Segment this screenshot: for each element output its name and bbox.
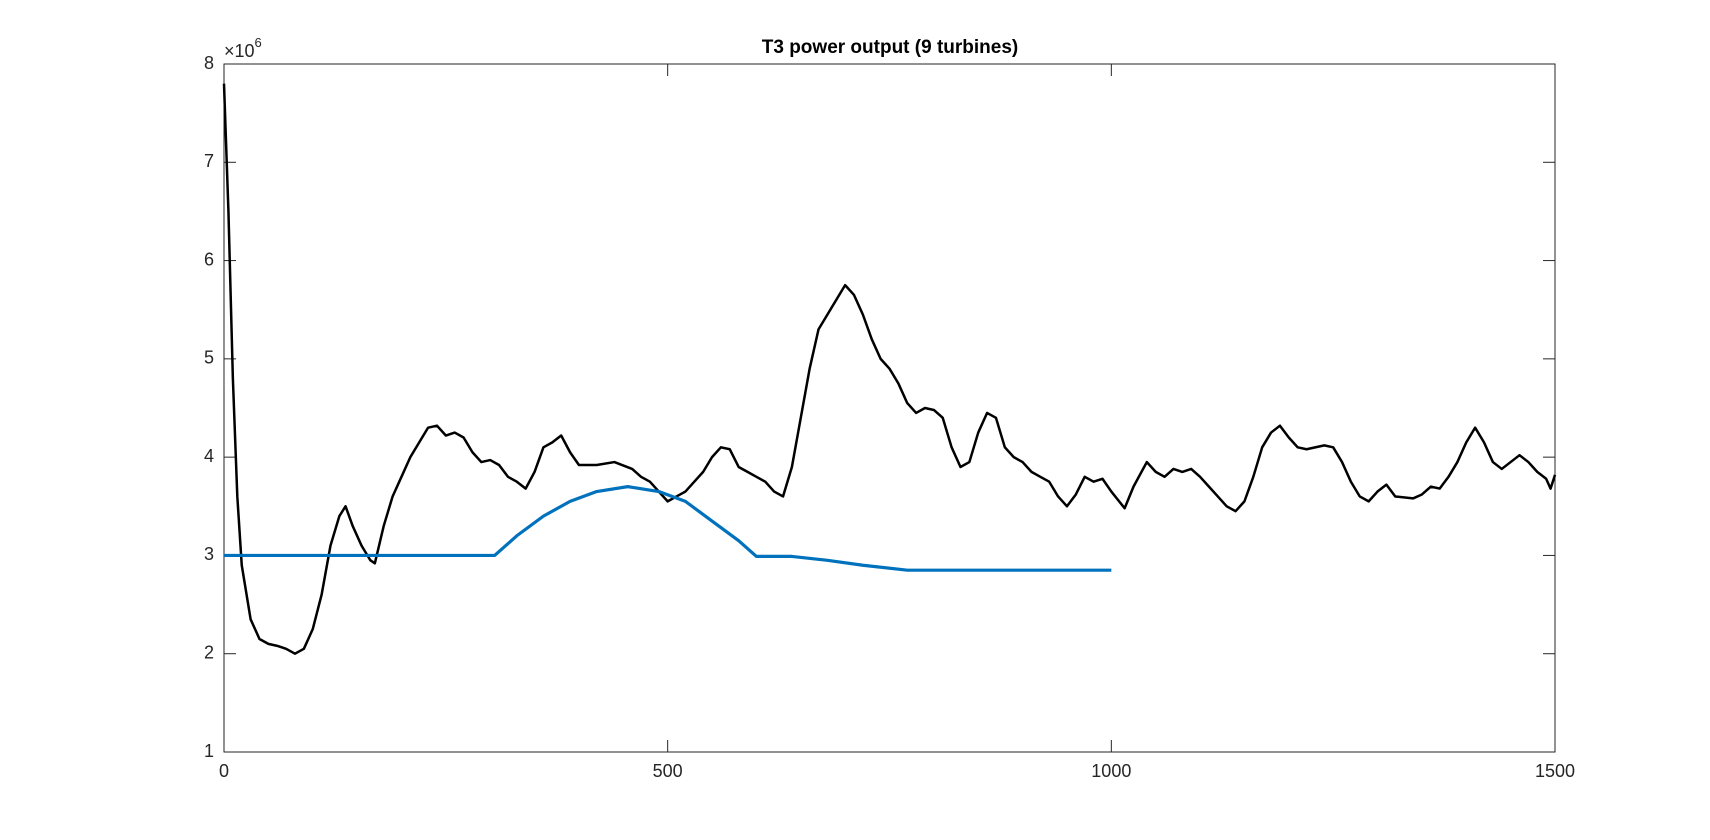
y-tick-label: 1 xyxy=(204,741,214,761)
x-tick-label: 1000 xyxy=(1091,761,1131,781)
x-tick-label: 1500 xyxy=(1535,761,1575,781)
y-tick-label: 3 xyxy=(204,544,214,564)
y-tick-label: 4 xyxy=(204,446,214,466)
y-exponent-base: ×10 xyxy=(224,41,255,61)
y-tick-label: 6 xyxy=(204,249,214,269)
y-tick-label: 2 xyxy=(204,642,214,662)
y-exponent-power: 6 xyxy=(255,35,262,50)
y-tick-label: 7 xyxy=(204,151,214,171)
x-tick-label: 500 xyxy=(653,761,683,781)
y-tick-label: 8 xyxy=(204,53,214,73)
y-exponent: ×106 xyxy=(224,35,262,60)
plot-area xyxy=(223,63,1556,753)
x-tick-label: 0 xyxy=(219,761,229,781)
data-line xyxy=(224,485,1112,572)
y-tick-label: 5 xyxy=(204,348,214,368)
chart-title: T3 power output (9 turbines) xyxy=(762,37,1019,58)
data-line xyxy=(222,83,1557,655)
